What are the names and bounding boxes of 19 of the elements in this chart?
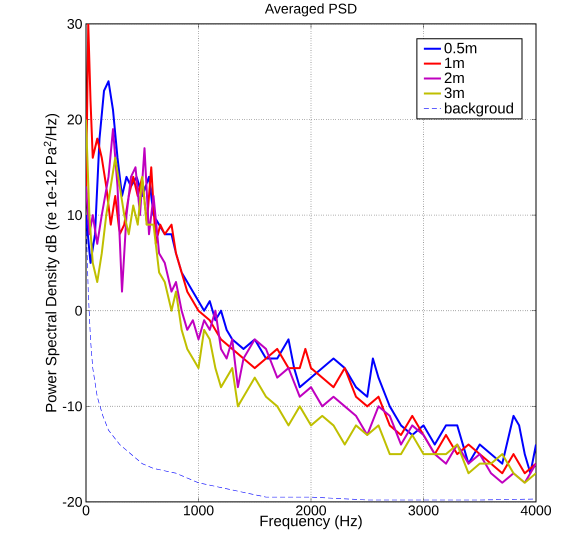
legend-label: 3m <box>444 88 464 98</box>
x-tick-label: 1000 <box>184 505 214 516</box>
legend-label: 2m <box>444 72 464 84</box>
y-tick-label: 0 <box>75 306 82 316</box>
x-tick-label: 4000 <box>520 505 552 516</box>
x-tick-label: 2000 <box>296 505 326 516</box>
y-tick-label: -10 <box>62 401 82 412</box>
y-tick-label: -20 <box>62 496 82 507</box>
x-tick-label: 0 <box>82 505 90 516</box>
x-axis-title: Frequency (Hz) <box>260 515 362 530</box>
y-tick-label: 10 <box>68 210 82 220</box>
x-tick-label: 3000 <box>408 505 439 516</box>
y-tick-label: 30 <box>67 18 82 29</box>
legend-label: 1m <box>445 58 464 68</box>
legend-label: backgroud <box>444 102 514 117</box>
y-tick-label: 20 <box>68 114 82 125</box>
chart-title: Averaged PSD <box>264 3 356 16</box>
y-axis-title: Power Spectral Density dB (re 1e-12 Pa$^{2}$/Hz) <box>44 114 60 412</box>
legend-label: 0.5m <box>444 42 476 54</box>
